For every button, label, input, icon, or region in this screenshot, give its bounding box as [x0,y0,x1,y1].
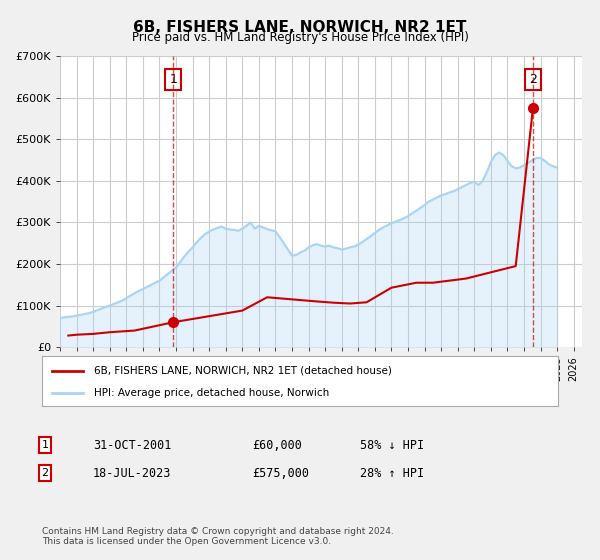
Text: 2: 2 [529,73,537,86]
Text: £575,000: £575,000 [252,466,309,480]
Text: 6B, FISHERS LANE, NORWICH, NR2 1ET: 6B, FISHERS LANE, NORWICH, NR2 1ET [133,20,467,35]
Text: 6B, FISHERS LANE, NORWICH, NR2 1ET (detached house): 6B, FISHERS LANE, NORWICH, NR2 1ET (deta… [94,366,391,376]
Text: 1: 1 [41,440,49,450]
Text: Contains HM Land Registry data © Crown copyright and database right 2024.
This d: Contains HM Land Registry data © Crown c… [42,526,394,546]
Text: 18-JUL-2023: 18-JUL-2023 [93,466,172,480]
Text: Price paid vs. HM Land Registry's House Price Index (HPI): Price paid vs. HM Land Registry's House … [131,31,469,44]
Text: 58% ↓ HPI: 58% ↓ HPI [360,438,424,452]
Text: 2: 2 [41,468,49,478]
Text: 28% ↑ HPI: 28% ↑ HPI [360,466,424,480]
Text: 1: 1 [169,73,177,86]
Text: £60,000: £60,000 [252,438,302,452]
Text: 31-OCT-2001: 31-OCT-2001 [93,438,172,452]
Text: HPI: Average price, detached house, Norwich: HPI: Average price, detached house, Norw… [94,389,329,398]
